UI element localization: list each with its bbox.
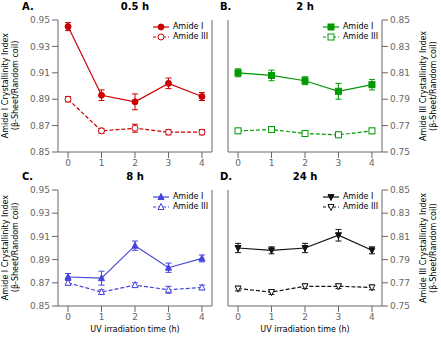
- svg-text:0.75: 0.75: [390, 147, 410, 157]
- html-text:Amide I Crystallinity Index (β: Amide I Crystallinity Index (β-Sheet/Ran…: [1, 195, 20, 301]
- html-text:Amide I: Amide I: [172, 192, 204, 201]
- html-text:C.: C.: [22, 171, 34, 182]
- svg-text:0.83: 0.83: [390, 208, 410, 218]
- svg-text:4: 4: [199, 312, 205, 322]
- html-text:D.: D.: [220, 171, 233, 182]
- svg-text:0.87: 0.87: [30, 278, 50, 288]
- svg-text:0.95: 0.95: [30, 15, 50, 25]
- svg-text:0.77: 0.77: [390, 278, 410, 288]
- svg-text:3: 3: [336, 158, 342, 168]
- svg-text:4: 4: [369, 158, 375, 168]
- svg-text:0: 0: [235, 312, 241, 322]
- html-text:Amide III: Amide III: [172, 202, 208, 211]
- html-text:Amide III: Amide III: [172, 32, 208, 41]
- svg-text:3: 3: [336, 312, 342, 322]
- svg-text:0.95: 0.95: [30, 185, 50, 195]
- svg-text:0.89: 0.89: [30, 94, 50, 104]
- html-text:8 h: 8 h: [126, 171, 144, 182]
- svg-text:0.85: 0.85: [390, 15, 410, 25]
- svg-text:0.77: 0.77: [390, 121, 410, 131]
- html-text:Amide III: Amide III: [342, 32, 378, 41]
- svg-text:0.93: 0.93: [30, 42, 50, 52]
- svg-text:0.75: 0.75: [390, 301, 410, 311]
- svg-text:0.79: 0.79: [390, 94, 410, 104]
- html-text:UV irradiation time (h): UV irradiation time (h): [90, 325, 180, 334]
- svg-text:0.79: 0.79: [390, 255, 410, 265]
- html-text:2 h: 2 h: [296, 1, 314, 12]
- svg-text:0.93: 0.93: [30, 208, 50, 218]
- svg-text:2: 2: [302, 312, 308, 322]
- html-text:Amide I Crystallinity Index (β: Amide I Crystallinity Index (β-Sheet/Ran…: [1, 33, 20, 139]
- svg-text:0.91: 0.91: [30, 232, 50, 242]
- html-text:UV irradiation time (h): UV irradiation time (h): [260, 325, 350, 334]
- html-text:Amide III: Amide III: [342, 202, 378, 211]
- html-text:Amide III Crystallinity Index: Amide III Crystallinity Index (β-Sheet/R…: [419, 193, 438, 303]
- svg-text:0: 0: [235, 158, 241, 168]
- svg-text:0.85: 0.85: [390, 185, 410, 195]
- html-text:Amide I: Amide I: [172, 22, 204, 31]
- svg-text:1: 1: [99, 312, 105, 322]
- svg-text:0.89: 0.89: [30, 255, 50, 265]
- svg-text:3: 3: [166, 312, 172, 322]
- html-text:24 h: 24 h: [292, 171, 318, 182]
- svg-text:1: 1: [269, 158, 275, 168]
- svg-text:4: 4: [369, 312, 375, 322]
- svg-text:0.81: 0.81: [390, 68, 410, 78]
- svg-text:3: 3: [166, 158, 172, 168]
- svg-text:0.85: 0.85: [30, 301, 50, 311]
- svg-text:0.85: 0.85: [30, 147, 50, 157]
- svg-text:2: 2: [132, 158, 138, 168]
- svg-text:0.87: 0.87: [30, 121, 50, 131]
- html-text:B.: B.: [220, 1, 232, 12]
- svg-text:0: 0: [65, 158, 71, 168]
- svg-text:4: 4: [199, 158, 205, 168]
- html-text:0.5 h: 0.5 h: [120, 1, 150, 12]
- svg-text:1: 1: [99, 158, 105, 168]
- html-text:A.: A.: [22, 1, 34, 12]
- html-text:Amide III Crystallinity Index: Amide III Crystallinity Index (β-Sheet/R…: [419, 31, 438, 141]
- svg-text:2: 2: [302, 158, 308, 168]
- svg-text:0.83: 0.83: [390, 42, 410, 52]
- svg-text:0.81: 0.81: [390, 232, 410, 242]
- html-text:Amide I: Amide I: [342, 192, 374, 201]
- svg-text:2: 2: [132, 312, 138, 322]
- svg-text:0.91: 0.91: [30, 68, 50, 78]
- html-text:Amide I: Amide I: [342, 22, 374, 31]
- svg-text:1: 1: [269, 312, 275, 322]
- svg-text:0: 0: [65, 312, 71, 322]
